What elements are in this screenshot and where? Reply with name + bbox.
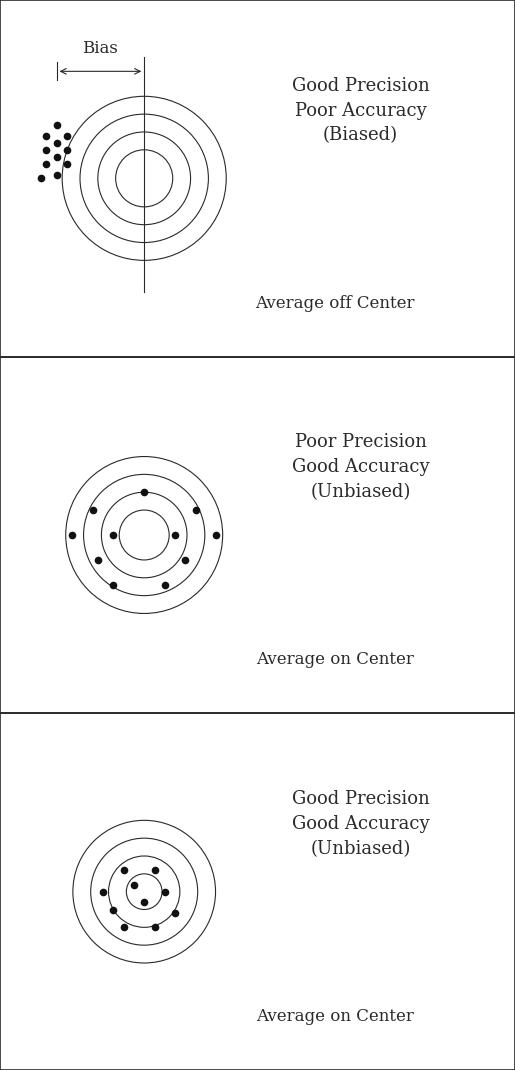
Text: Good Accuracy: Good Accuracy — [291, 458, 430, 476]
Text: Average on Center: Average on Center — [256, 652, 414, 669]
Text: Good Precision: Good Precision — [291, 790, 430, 808]
Text: Bias: Bias — [82, 40, 118, 57]
Text: Good Precision: Good Precision — [291, 77, 430, 94]
Text: Poor Precision: Poor Precision — [295, 433, 426, 452]
Text: Average off Center: Average off Center — [255, 294, 415, 311]
Text: (Unbiased): (Unbiased) — [311, 484, 410, 501]
Text: Average on Center: Average on Center — [256, 1008, 414, 1025]
Text: Poor Accuracy: Poor Accuracy — [295, 102, 426, 120]
Text: Good Accuracy: Good Accuracy — [291, 815, 430, 832]
Text: (Biased): (Biased) — [323, 126, 398, 144]
Text: (Unbiased): (Unbiased) — [311, 840, 410, 858]
